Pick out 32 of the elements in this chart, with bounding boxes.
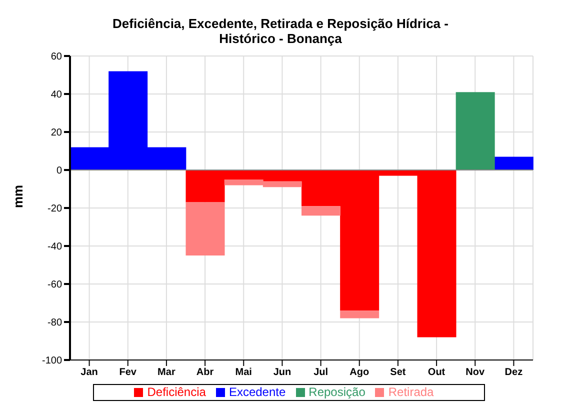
x-tick-label: Fev [119, 367, 137, 378]
bar [456, 92, 495, 170]
y-tick-label: -60 [48, 280, 62, 291]
legend-label: Retirada [388, 385, 434, 399]
legend-label: Excedente [228, 385, 286, 399]
x-tick-label: Mar [158, 367, 176, 378]
x-tick-label: Set [390, 367, 406, 378]
x-tick-label: Nov [466, 367, 485, 378]
bar [302, 206, 340, 216]
chart-title: Deficiência, Excedente, Retirada e Reposição Hídrica - Histórico - Bonança [112, 15, 450, 46]
x-tick-label: Jan [80, 367, 98, 378]
legend-label: Reposição [308, 385, 366, 399]
legend-label: Deficiência [147, 385, 206, 399]
y-tick-label: 40 [50, 90, 62, 101]
x-tick-label: Jun [273, 367, 292, 378]
y-axis-title: mm [10, 184, 26, 208]
y-tick-label: 20 [50, 128, 62, 139]
bar [494, 156, 534, 170]
y-tick-label: 60 [50, 52, 62, 63]
x-tick-label: Out [428, 367, 446, 378]
x-tick-label: Jul [314, 367, 328, 378]
y-tick-label: -100 [42, 356, 62, 367]
x-tick-label: Ago [350, 367, 370, 378]
x-tick-label: Mai [235, 367, 252, 378]
y-tick-label: 0 [56, 166, 62, 177]
bar [186, 202, 225, 256]
bar [340, 310, 380, 318]
y-tick-label: -80 [48, 318, 62, 329]
x-tick-label: Dez [504, 367, 523, 378]
y-tick-label: -40 [48, 242, 62, 253]
x-tick-label: Abr [196, 367, 214, 378]
y-tick-label: -20 [48, 204, 62, 215]
